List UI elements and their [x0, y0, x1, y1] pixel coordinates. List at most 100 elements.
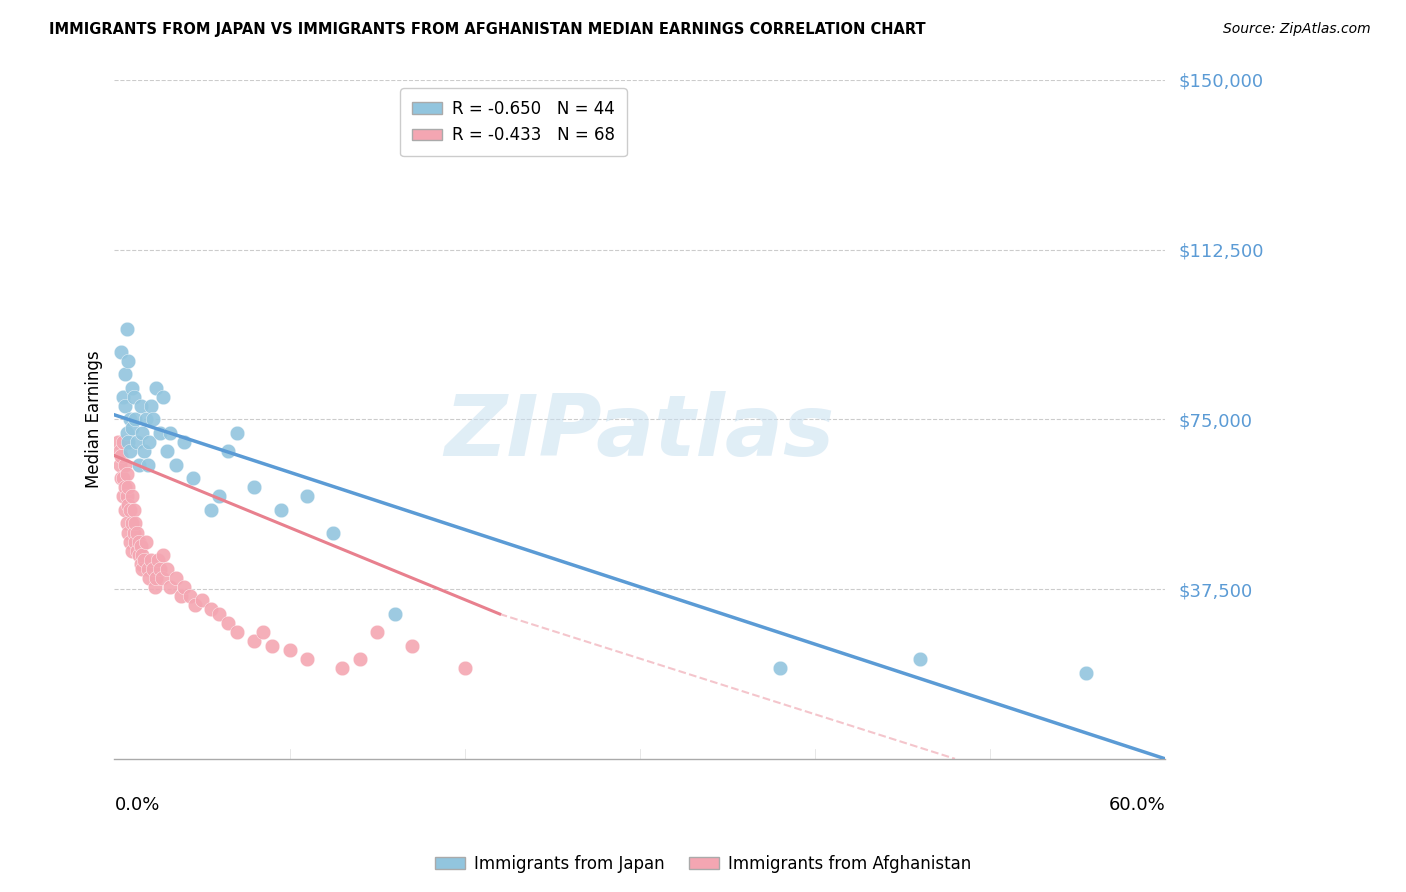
Point [128, 548, 150, 562]
Point [165, 458, 187, 472]
Point [121, 543, 143, 558]
Point [117, 480, 139, 494]
Point [145, 571, 167, 585]
Point [142, 412, 165, 426]
Point [159, 580, 181, 594]
Point [208, 489, 231, 503]
Point [121, 489, 143, 503]
Point [156, 562, 179, 576]
Point [143, 580, 166, 594]
Point [114, 399, 136, 413]
Point [270, 503, 292, 517]
Point [148, 552, 170, 566]
Point [138, 435, 160, 450]
Y-axis label: Median Earnings: Median Earnings [86, 351, 103, 488]
Point [110, 471, 132, 485]
Point [121, 516, 143, 531]
Point [134, 552, 156, 566]
Point [252, 625, 274, 640]
Point [159, 425, 181, 440]
Point [127, 525, 149, 540]
Point [243, 634, 266, 648]
Point [124, 412, 146, 426]
Point [122, 390, 145, 404]
Point [401, 639, 423, 653]
Point [129, 539, 152, 553]
Point [115, 425, 138, 440]
Point [112, 390, 135, 404]
Point [129, 558, 152, 572]
Text: IMMIGRANTS FROM JAPAN VS IMMIGRANTS FROM AFGHANISTAN MEDIAN EARNINGS CORRELATION: IMMIGRANTS FROM JAPAN VS IMMIGRANTS FROM… [49, 22, 925, 37]
Point [108, 458, 131, 472]
Point [110, 344, 132, 359]
Point [108, 444, 131, 458]
Point [181, 471, 204, 485]
Point [129, 399, 152, 413]
Point [152, 390, 174, 404]
Point [295, 489, 318, 503]
Text: 60.0%: 60.0% [1108, 797, 1166, 814]
Point [217, 615, 239, 630]
Point [131, 548, 153, 562]
Point [115, 322, 138, 336]
Point [149, 562, 172, 576]
Point [120, 534, 142, 549]
Point [117, 435, 139, 450]
Point [142, 562, 165, 576]
Point [124, 516, 146, 531]
Point [184, 598, 207, 612]
Point [769, 661, 792, 675]
Point [453, 661, 475, 675]
Point [124, 534, 146, 549]
Point [149, 425, 172, 440]
Point [114, 503, 136, 517]
Point [243, 480, 266, 494]
Point [141, 399, 163, 413]
Point [120, 412, 142, 426]
Point [150, 571, 173, 585]
Point [117, 525, 139, 540]
Point [295, 652, 318, 666]
Point [122, 503, 145, 517]
Point [908, 652, 931, 666]
Point [208, 607, 231, 621]
Point [135, 534, 157, 549]
Legend: Immigrants from Japan, Immigrants from Afghanistan: Immigrants from Japan, Immigrants from A… [429, 848, 977, 880]
Point [122, 525, 145, 540]
Point [226, 425, 249, 440]
Point [112, 471, 135, 485]
Point [112, 435, 135, 450]
Point [156, 444, 179, 458]
Point [107, 435, 129, 450]
Point [384, 607, 406, 621]
Point [131, 562, 153, 576]
Point [260, 639, 283, 653]
Point [152, 548, 174, 562]
Point [136, 562, 159, 576]
Point [1076, 665, 1098, 680]
Point [179, 589, 201, 603]
Point [128, 458, 150, 472]
Legend: R = -0.650   N = 44, R = -0.433   N = 68: R = -0.650 N = 44, R = -0.433 N = 68 [401, 88, 627, 156]
Point [115, 516, 138, 531]
Point [226, 625, 249, 640]
Point [136, 458, 159, 472]
Point [121, 381, 143, 395]
Text: ZIPatlas: ZIPatlas [444, 392, 835, 475]
Point [128, 534, 150, 549]
Point [134, 444, 156, 458]
Point [117, 353, 139, 368]
Point [114, 458, 136, 472]
Point [165, 571, 187, 585]
Point [170, 589, 193, 603]
Point [278, 643, 301, 657]
Point [117, 499, 139, 513]
Point [200, 503, 222, 517]
Point [121, 421, 143, 435]
Point [141, 552, 163, 566]
Point [173, 580, 195, 594]
Point [114, 367, 136, 381]
Point [217, 444, 239, 458]
Point [115, 467, 138, 481]
Point [131, 425, 153, 440]
